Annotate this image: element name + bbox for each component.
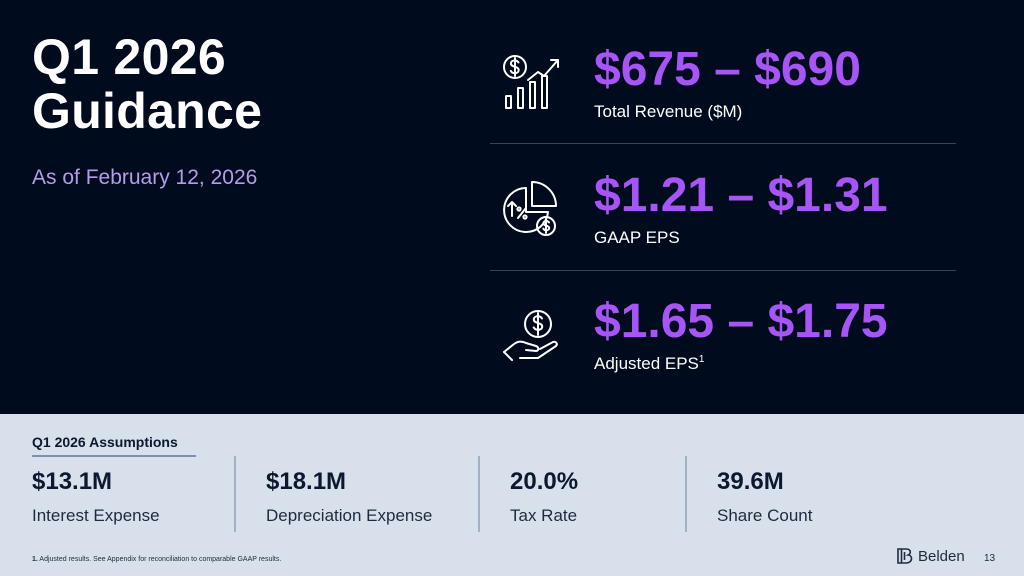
footnote-marker: 1 — [698, 354, 705, 365]
divider — [490, 270, 956, 271]
adjusted-eps-value: $1.65 – $1.75 — [594, 295, 888, 348]
stat-share-count: 39.6M Share Count — [717, 466, 812, 526]
footnote-text: Adjusted results. See Appendix for recon… — [37, 556, 282, 563]
stat-label: Interest Expense — [32, 506, 160, 525]
revenue-label: Total Revenue ($M) — [594, 102, 743, 121]
page-title: Q1 2026 Guidance — [32, 30, 262, 138]
belden-logo-icon — [897, 548, 913, 564]
footnote-number: 1. — [32, 556, 38, 563]
column-separator — [234, 456, 236, 532]
page-number: 13 — [984, 553, 996, 564]
belden-logo: Belden — [896, 547, 965, 565]
stat-label: Share Count — [717, 506, 813, 525]
metric-total-revenue: $675 – $690 Total Revenue ($M) — [490, 42, 956, 168]
eps-pie-chart-icon — [503, 181, 557, 236]
adjusted-eps-label: Adjusted EPS1 — [594, 354, 704, 374]
stat-label: Tax Rate — [510, 506, 578, 525]
divider — [490, 143, 956, 144]
brand-name: Belden — [918, 547, 965, 565]
metric-gaap-eps: $1.21 – $1.31 GAAP EPS — [490, 168, 956, 294]
guidance-section: Q1 2026 Guidance As of February 12, 2026… — [32, 30, 956, 373]
stat-value: 20.0% — [510, 468, 579, 495]
stat-value: 39.6M — [717, 468, 784, 495]
stat-value: $13.1M — [32, 468, 113, 495]
stat-tax-rate: 20.0% Tax Rate — [510, 466, 578, 526]
stat-depreciation-expense: $18.1M Depreciation Expense — [266, 466, 432, 526]
as-of-date: As of February 12, 2026 — [32, 166, 258, 189]
assumptions-underline — [32, 455, 196, 457]
gaap-eps-value: $1.21 – $1.31 — [594, 169, 888, 222]
adjusted-eps-label-text: Adjusted EPS — [594, 354, 699, 373]
hand-coin-icon — [503, 310, 558, 361]
column-separator — [685, 456, 687, 532]
gaap-eps-label: GAAP EPS — [594, 228, 680, 247]
stat-value: $18.1M — [266, 468, 347, 495]
revenue-growth-icon — [503, 55, 559, 109]
stat-interest-expense: $13.1M Interest Expense — [32, 466, 160, 526]
title-line-1: Q1 2026 — [32, 29, 226, 85]
footnote: 1. Adjusted results. See Appendix for re… — [32, 556, 281, 563]
stat-label: Depreciation Expense — [266, 506, 433, 525]
title-line-2: Guidance — [32, 83, 263, 139]
assumptions-panel: Q1 2026 Assumptions $13.1M Interest Expe… — [0, 414, 1024, 576]
metric-adjusted-eps: $1.65 – $1.75 Adjusted EPS1 — [490, 294, 956, 420]
revenue-value: $675 – $690 — [594, 43, 861, 96]
assumptions-title: Q1 2026 Assumptions — [32, 434, 178, 450]
column-separator — [478, 456, 480, 532]
